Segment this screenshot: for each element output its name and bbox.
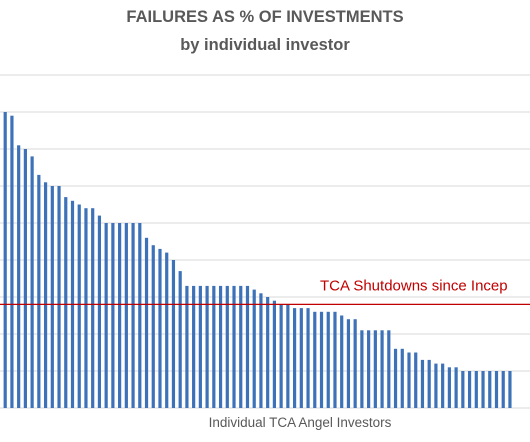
bar (326, 311, 330, 408)
bar (97, 215, 102, 408)
bar (360, 330, 364, 408)
bar (441, 363, 445, 408)
bar (192, 285, 196, 408)
bar (131, 223, 135, 408)
bar (306, 308, 310, 408)
bar (447, 367, 451, 408)
bar (279, 304, 283, 408)
bar (111, 223, 115, 408)
bar (239, 285, 243, 408)
bar (313, 311, 317, 408)
chart-title: FAILURES AS % OF INVESTMENTS (126, 8, 404, 26)
bar (212, 285, 216, 408)
bar (3, 112, 7, 408)
bar (353, 319, 357, 408)
bar (252, 289, 256, 408)
bar (346, 319, 351, 408)
bar (43, 182, 48, 408)
bar (50, 186, 54, 408)
bar (171, 260, 176, 408)
bar (474, 371, 478, 408)
bar (64, 197, 68, 408)
bar (367, 330, 371, 408)
bar (151, 245, 155, 408)
bar (286, 304, 290, 408)
bar (467, 371, 472, 408)
bar (340, 315, 344, 408)
bar (77, 204, 81, 408)
bar (259, 293, 263, 408)
bar (23, 149, 27, 408)
bar (17, 145, 21, 409)
bars (3, 112, 512, 409)
bar (185, 285, 189, 408)
bar (414, 352, 418, 408)
bar (205, 285, 209, 408)
bar (37, 174, 41, 408)
bar (91, 208, 95, 408)
bar (380, 330, 384, 408)
bar (333, 311, 337, 408)
bar (494, 371, 499, 408)
bar (198, 285, 202, 408)
bar (481, 371, 485, 408)
bar (84, 208, 88, 408)
bar (373, 330, 377, 408)
bar (393, 348, 398, 408)
bar (427, 359, 431, 408)
bar (218, 285, 223, 408)
bar (232, 285, 236, 408)
bar (434, 363, 438, 408)
bar (501, 371, 505, 408)
bar (30, 156, 34, 408)
bar (387, 330, 391, 408)
bar (319, 311, 324, 408)
bar (508, 371, 512, 408)
bar (488, 371, 492, 408)
bar (165, 252, 169, 408)
x-axis-label: Individual TCA Angel Investors (209, 415, 392, 430)
bar (144, 237, 149, 408)
bar (178, 271, 182, 408)
bar (57, 186, 61, 408)
chart-subtitle: by individual investor (180, 36, 350, 54)
bar (158, 248, 162, 408)
bar (400, 348, 404, 408)
bar (407, 352, 411, 408)
bar (245, 285, 250, 408)
bar (124, 223, 128, 408)
reference-line-label: TCA Shutdowns since Incep (320, 277, 508, 294)
bar (104, 223, 108, 408)
bar (266, 297, 270, 408)
bar (461, 371, 465, 408)
bar (10, 115, 14, 408)
bar (138, 223, 142, 408)
bar (420, 359, 425, 408)
bar (272, 300, 276, 408)
bar (454, 367, 458, 408)
bar (118, 223, 122, 408)
bar (292, 308, 297, 408)
bar (299, 308, 303, 408)
bar (225, 285, 229, 408)
